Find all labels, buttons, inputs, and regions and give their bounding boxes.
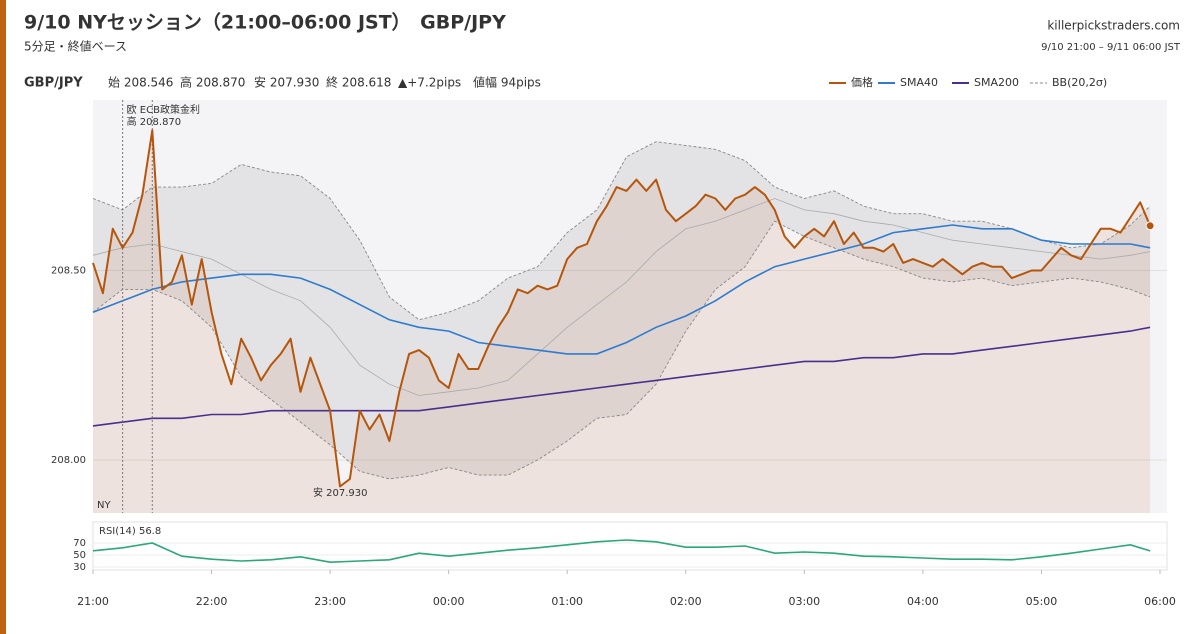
- sma-line: [92, 224, 1151, 355]
- stat: 終 208.618: [326, 75, 391, 90]
- x-tick-label: 01:00: [551, 595, 583, 608]
- rsi-label: RSI(14) 56.8: [99, 526, 161, 537]
- rsi-tick-label: 70: [73, 538, 86, 549]
- session-label: NY: [97, 500, 111, 511]
- stat: 安 207.930: [254, 75, 319, 90]
- x-tick-label: 06:00: [1144, 595, 1176, 608]
- chart-title: 9/10 NYセッション（21:00–06:00 JST） GBP/JPY: [24, 11, 506, 34]
- x-tick-label: 22:00: [196, 595, 228, 608]
- low-label: 安 207.930: [313, 486, 368, 499]
- x-tick-label: 23:00: [314, 595, 346, 608]
- rsi-tick-label: 50: [73, 550, 86, 561]
- source: killerpickstraders.com: [1047, 19, 1180, 33]
- x-tick-label: 03:00: [788, 595, 820, 608]
- event-label: 欧 ECB政策金利: [127, 103, 200, 116]
- x-tick-label: 02:00: [670, 595, 702, 608]
- price-line: [92, 129, 1152, 488]
- stat: 高 208.870: [180, 75, 245, 90]
- legend-label: SMA40: [900, 76, 938, 89]
- chart-subtitle: 5分足・終値ベース: [24, 39, 127, 54]
- accent-bar: [0, 0, 6, 634]
- legend-label: BB(20,2σ): [1052, 76, 1107, 89]
- x-tick-label: 21:00: [77, 595, 109, 608]
- bb-fill: [93, 141, 1151, 479]
- rsi-tick-label: 30: [73, 562, 86, 573]
- last-price-dot: [1145, 221, 1155, 231]
- plot-background: [93, 100, 1167, 513]
- stats: 始 208.546 高 208.870 安 207.930 終 208.618 ▲+7.…: [108, 75, 541, 90]
- legend: 価格 SMA40 SMA200 BB(20,2σ): [829, 75, 1107, 89]
- bb-middle: [92, 198, 1151, 396]
- x-tick-label: 04:00: [907, 595, 939, 608]
- x-tick-label: 00:00: [433, 595, 465, 608]
- stat: 始 208.546: [108, 76, 173, 90]
- legend-label: 価格: [851, 75, 873, 89]
- high-label: 高 208.870: [127, 115, 182, 128]
- y-tick-label: 208.50: [51, 266, 86, 277]
- symbol: GBP/JPY: [24, 76, 83, 91]
- y-tick-label: 208.00: [51, 455, 86, 466]
- price-area: [93, 130, 1151, 514]
- x-tick-label: 05:00: [1026, 595, 1058, 608]
- legend-label: SMA200: [974, 76, 1019, 89]
- sma-line: [92, 326, 1151, 427]
- rsi-pane: [92, 521, 1168, 571]
- rsi-line: [92, 539, 1151, 564]
- stat: ▲+7.2pips: [398, 76, 461, 90]
- stat: 値幅 94pips: [473, 75, 541, 90]
- period: 9/10 21:00 – 9/11 06:00 JST: [1041, 42, 1181, 53]
